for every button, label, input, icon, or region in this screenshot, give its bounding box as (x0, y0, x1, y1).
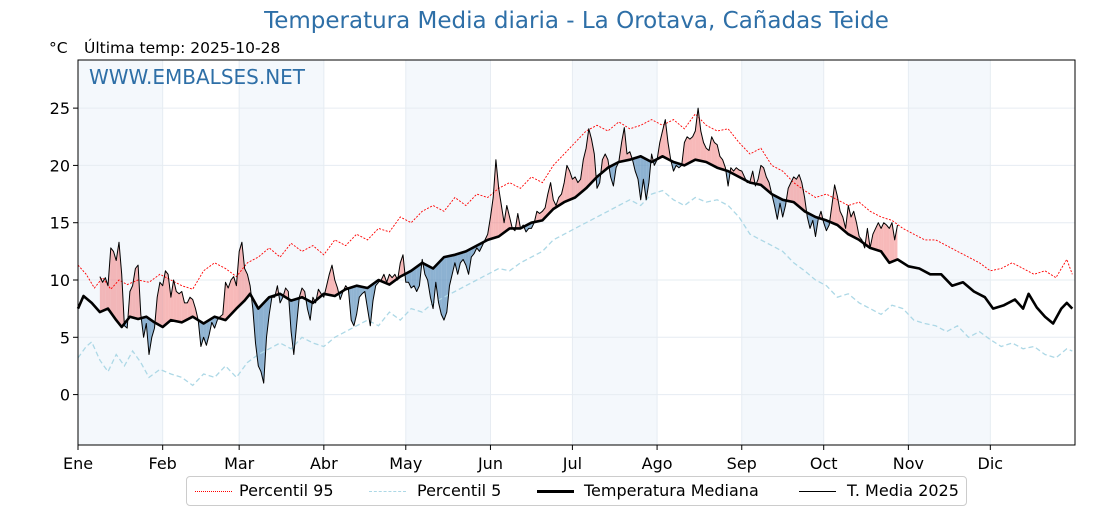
x-tick-label: Jun (477, 454, 503, 473)
legend-line-p5 (369, 491, 406, 492)
x-tick-label: Oct (810, 454, 838, 473)
fill-above-median (185, 303, 188, 321)
x-axis: Ene Feb Mar Abr May Jun Jul Ago Sep Oct Nov Dic (63, 445, 1003, 473)
legend-line-2025 (799, 491, 836, 492)
fill-above-median (572, 177, 575, 199)
fill-above-median (190, 297, 193, 318)
x-tick-label: Mar (224, 454, 255, 473)
fill-above-median (103, 278, 106, 311)
legend-label-median: Temperatura Mediana (584, 481, 759, 500)
legend-line-median (537, 490, 574, 493)
x-tick-label: Abr (310, 454, 338, 473)
fill-above-median (165, 271, 168, 325)
fill-above-median (690, 137, 693, 163)
x-tick-label: Ene (63, 454, 93, 473)
y-tick-label: 15 (50, 214, 70, 233)
fill-above-median (231, 277, 234, 315)
fill-above-median (176, 291, 179, 321)
y-tick-label: 10 (50, 271, 70, 290)
fill-above-median (160, 282, 163, 327)
fill-below-median (441, 257, 444, 320)
month-bands (78, 60, 990, 445)
legend-label-p95: Percentil 95 (239, 481, 334, 500)
y-tick-label: 25 (50, 99, 70, 118)
x-tick-label: Sep (727, 454, 757, 473)
fill-above-median (179, 291, 182, 322)
month-band (406, 60, 491, 445)
x-tick-label: Jul (562, 454, 582, 473)
y-tick-label: 0 (60, 386, 70, 405)
month-band (908, 60, 990, 445)
x-tick-label: Nov (893, 454, 924, 473)
legend-label-p5: Percentil 5 (417, 481, 501, 500)
y-axis: 0 5 10 15 20 25 (50, 99, 78, 404)
watermark: WWW.EMBALSES.NET (89, 65, 306, 89)
y-tick-label: 20 (50, 156, 70, 175)
x-tick-label: May (389, 454, 422, 473)
fill-above-median (794, 177, 797, 205)
fill-above-median (714, 143, 717, 168)
x-tick-label: Feb (149, 454, 177, 473)
month-band (742, 60, 824, 445)
y-tick-label: 5 (60, 328, 70, 347)
fill-below-median (258, 306, 261, 372)
month-band (572, 60, 657, 445)
x-tick-label: Ago (642, 454, 673, 473)
fill-above-median (887, 225, 890, 263)
legend-line-p95 (195, 491, 232, 492)
fill-above-median (135, 265, 138, 319)
x-tick-label: Dic (978, 454, 1004, 473)
fill-above-median (687, 137, 690, 164)
fill-above-median (111, 248, 114, 316)
legend: Percentil 95 Percentil 5 Temperatura Med… (186, 476, 967, 506)
fill-below-median (444, 257, 447, 321)
legend-label-2025: T. Media 2025 (847, 481, 959, 500)
fill-below-median (261, 303, 264, 383)
month-band (239, 60, 324, 445)
